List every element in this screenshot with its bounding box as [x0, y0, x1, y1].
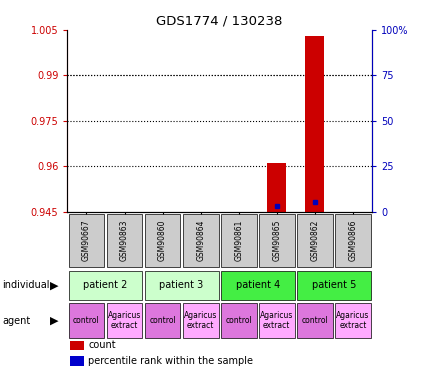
Bar	[182, 303, 218, 338]
Text: individual: individual	[2, 280, 49, 290]
Bar	[220, 303, 256, 338]
Text: GSM90667: GSM90667	[82, 220, 91, 261]
Bar	[296, 214, 332, 267]
Text: GSM90862: GSM90862	[309, 220, 319, 261]
Text: GSM90865: GSM90865	[272, 220, 281, 261]
Bar	[70, 356, 84, 366]
Bar	[69, 271, 142, 300]
Text: control: control	[301, 316, 327, 325]
Text: patient 5: patient 5	[311, 280, 355, 290]
Bar	[69, 303, 104, 338]
Bar	[334, 214, 370, 267]
Text: control: control	[73, 316, 99, 325]
Text: ▶: ▶	[50, 280, 59, 290]
Text: patient 4: patient 4	[235, 280, 279, 290]
Bar	[266, 164, 286, 212]
Text: Agaricus
extract: Agaricus extract	[184, 311, 217, 330]
Bar	[305, 36, 324, 212]
Bar	[258, 214, 294, 267]
Bar	[296, 303, 332, 338]
Text: patient 3: patient 3	[159, 280, 203, 290]
Text: count: count	[88, 340, 115, 350]
Text: GSM90863: GSM90863	[120, 220, 129, 261]
Text: agent: agent	[2, 316, 30, 326]
Bar	[69, 214, 104, 267]
Bar	[70, 340, 84, 350]
Bar	[106, 303, 142, 338]
Bar	[145, 214, 180, 267]
Title: GDS1774 / 130238: GDS1774 / 130238	[156, 15, 282, 27]
Bar	[106, 214, 142, 267]
Bar	[258, 303, 294, 338]
Text: percentile rank within the sample: percentile rank within the sample	[88, 356, 253, 366]
Text: ▶: ▶	[50, 316, 59, 326]
Bar	[334, 303, 370, 338]
Text: Agaricus
extract: Agaricus extract	[260, 311, 293, 330]
Text: GSM90860: GSM90860	[158, 220, 167, 261]
Text: patient 2: patient 2	[83, 280, 128, 290]
Bar	[145, 271, 218, 300]
Text: control: control	[149, 316, 175, 325]
Text: GSM90864: GSM90864	[196, 220, 205, 261]
Bar	[182, 214, 218, 267]
Bar	[220, 214, 256, 267]
Text: Agaricus
extract: Agaricus extract	[108, 311, 141, 330]
Text: control: control	[225, 316, 251, 325]
Text: GSM90866: GSM90866	[348, 220, 357, 261]
Text: GSM90861: GSM90861	[233, 220, 243, 261]
Bar	[220, 271, 294, 300]
Bar	[296, 271, 370, 300]
Bar	[145, 303, 180, 338]
Text: Agaricus
extract: Agaricus extract	[335, 311, 369, 330]
